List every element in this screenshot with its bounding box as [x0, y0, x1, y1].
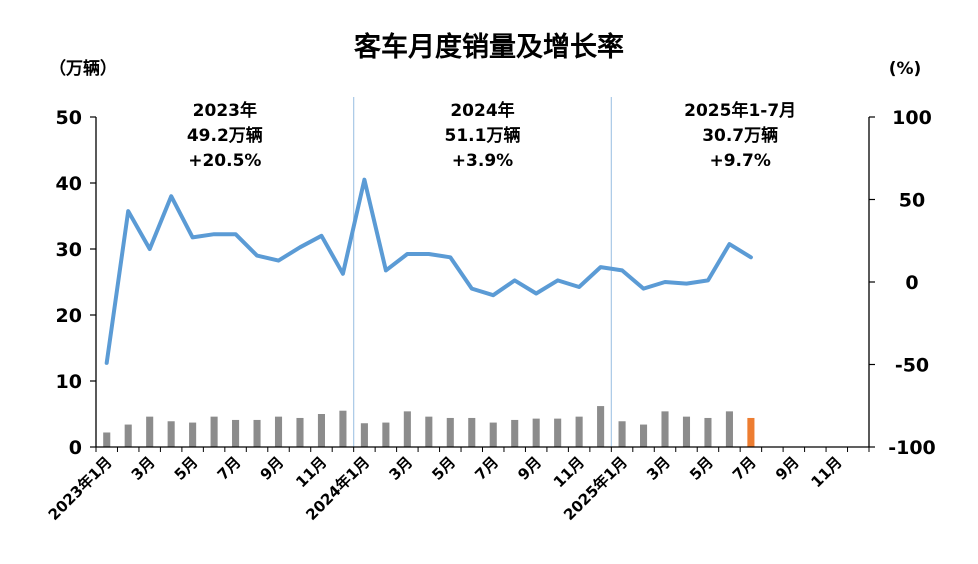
x-tick-label: 3月 — [385, 453, 416, 484]
right-tick-label: 100 — [892, 107, 932, 129]
year-dividers — [353, 97, 612, 447]
x-tick-label: 9月 — [772, 453, 803, 484]
sales-bar — [468, 417, 476, 447]
sales-bar — [489, 422, 497, 447]
right-tick-label: 50 — [899, 190, 925, 212]
annotation-volume: 30.7万辆 — [702, 125, 778, 146]
sales-bar — [210, 416, 218, 447]
sales-bar — [124, 424, 132, 447]
left-tick-label: 50 — [56, 107, 82, 129]
x-tick-label: 5月 — [686, 453, 717, 484]
x-tick-label: 3月 — [643, 453, 674, 484]
left-axis-unit: （万辆） — [49, 58, 117, 79]
annotation-year: 2023年 — [193, 100, 257, 121]
x-tick-label: 7月 — [729, 453, 760, 484]
sales-bar — [554, 418, 562, 447]
sales-bar — [167, 421, 175, 447]
sales-bar — [661, 411, 669, 447]
sales-bar — [575, 416, 583, 447]
growth-line — [104, 177, 753, 365]
x-tick-label: 7月 — [471, 453, 502, 484]
annotation-year: 2025年1-7月 — [684, 100, 796, 121]
left-tick-label: 30 — [56, 239, 82, 261]
sales-bar — [597, 406, 605, 447]
sales-bar — [339, 410, 347, 447]
sales-bar — [189, 422, 197, 447]
left-tick-label: 40 — [56, 173, 82, 195]
annotation-growth: +9.7% — [709, 151, 770, 171]
sales-bars — [103, 406, 755, 447]
annotation-growth: +20.5% — [188, 151, 261, 171]
x-tick-label: 3月 — [128, 453, 159, 484]
sales-bar — [682, 416, 691, 447]
sales-bar — [232, 419, 240, 447]
sales-bar — [725, 411, 733, 447]
right-tick-label: 0 — [905, 272, 918, 294]
x-tick-label: 5月 — [171, 453, 202, 484]
x-tick-label: 9月 — [514, 453, 545, 484]
sales-bar — [403, 411, 411, 447]
chart-title: 客车月度销量及增长率 — [354, 31, 624, 63]
annotation-growth: +3.9% — [452, 151, 513, 171]
sales-bar — [274, 416, 283, 447]
axes — [90, 116, 875, 452]
annotation-volume: 51.1万辆 — [445, 125, 521, 146]
growth-line-layer — [104, 177, 753, 365]
x-tick-label: 11月 — [550, 453, 588, 491]
sales-bar — [639, 424, 648, 447]
right-tick-label: -50 — [895, 355, 929, 377]
x-tick-label: 11月 — [808, 453, 846, 491]
sales-bar — [103, 432, 111, 447]
right-tick-label: -100 — [888, 437, 936, 459]
sales-bar — [532, 418, 540, 447]
sales-bar — [704, 417, 712, 447]
x-tick-label: 7月 — [214, 453, 245, 484]
right-axis-unit: (%) — [889, 59, 922, 79]
sales-bar — [446, 417, 454, 447]
x-tick-label: 2023年1月 — [45, 453, 116, 524]
left-tick-label: 0 — [69, 437, 82, 459]
sales-bar — [296, 417, 304, 447]
left-tick-label: 20 — [56, 305, 82, 327]
left-tick-label: 10 — [56, 371, 82, 393]
sales-bar — [618, 421, 626, 447]
sales-bar — [425, 416, 433, 447]
sales-bar — [382, 422, 390, 447]
sales-bar — [360, 423, 368, 447]
sales-bar — [317, 414, 326, 447]
x-tick-label: 9月 — [257, 453, 288, 484]
sales-bar — [253, 419, 261, 447]
sales-bar — [511, 419, 519, 447]
sales-bar-highlight — [747, 417, 755, 447]
year-annotations: 2023年 49.2万辆 +20.5% 2024年 51.1万辆 +3.9% 2025年1-… — [187, 100, 796, 171]
annotation-year: 2024年 — [450, 100, 514, 121]
sales-bar — [146, 416, 154, 447]
x-tick-label: 5月 — [428, 453, 459, 484]
x-tick-label: 11月 — [292, 453, 330, 491]
annotation-volume: 49.2万辆 — [187, 125, 263, 146]
